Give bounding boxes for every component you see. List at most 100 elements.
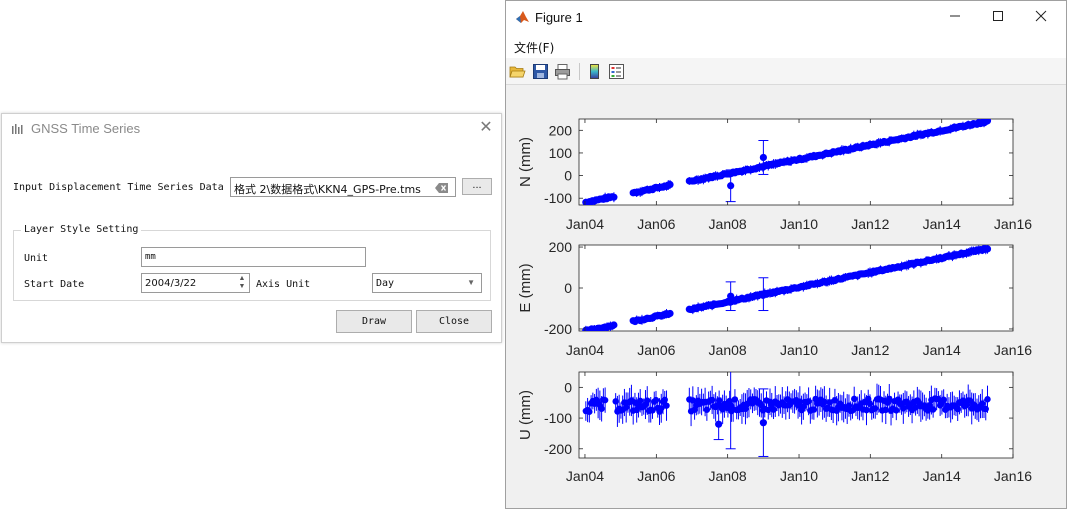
x-tick-label: Jan12 [851, 216, 889, 232]
y-tick-label: -100 [544, 190, 572, 206]
x-tick-label: Jan10 [780, 216, 818, 232]
file-path-text: 格式 2\数据格式\KKN4_GPS-Pre.tms [234, 183, 421, 196]
data-point [863, 406, 870, 414]
series-points [582, 245, 992, 331]
outlier-point [727, 182, 735, 190]
unit-input[interactable]: mm [141, 247, 366, 267]
figure-window: Figure 1 文件(F) [505, 0, 1067, 509]
input-data-label: Input Displacement Time Series Data [13, 182, 224, 193]
outlier-point [759, 153, 767, 162]
series-points [582, 119, 992, 205]
data-point [610, 193, 618, 201]
x-tick-label: Jan16 [994, 468, 1032, 484]
data-point [601, 396, 609, 404]
y-axis-label: E (mm) [517, 263, 534, 312]
outlier-point [759, 290, 767, 298]
matlab-icon [515, 10, 530, 29]
chart-app-icon [11, 122, 25, 140]
x-tick-label: Jan08 [709, 342, 747, 358]
open-folder-icon[interactable] [509, 63, 526, 80]
series-points [582, 372, 991, 457]
x-tick-label: Jan04 [566, 468, 604, 484]
colorbar-icon[interactable] [586, 63, 603, 80]
outlier-point [727, 402, 735, 410]
data-point [983, 245, 992, 253]
close-button[interactable]: Close [416, 310, 492, 333]
file-path-input[interactable]: 格式 2\数据格式\KKN4_GPS-Pre.tms [230, 177, 456, 197]
figure-toolbar [506, 58, 1066, 85]
y-axis-label: U (mm) [517, 390, 534, 440]
x-tick-label: Jan10 [780, 342, 818, 358]
spin-down-icon[interactable]: ▼ [238, 283, 246, 290]
close-icon[interactable] [1026, 6, 1056, 28]
x-tick-label: Jan16 [994, 216, 1032, 232]
gnss-time-series-dialog: GNSS Time Series ✕ Input Displacement Ti… [1, 113, 502, 343]
plot-axes-box [578, 371, 1014, 459]
browse-button[interactable]: ... [462, 178, 492, 195]
axis-unit-label: Axis Unit [256, 279, 311, 290]
data-point [666, 309, 674, 318]
subplot-0: Jan04 Jan06 Jan08 Jan10 Jan12 Jan14 Jan16 200 10… [517, 118, 1032, 232]
data-point [663, 402, 670, 409]
y-tick-label: 0 [564, 280, 572, 296]
subplot-2: Jan04 Jan06 Jan08 Jan10 Jan12 Jan14 Jan16 0 -100… [517, 371, 1032, 484]
y-tick-label: 100 [549, 145, 573, 161]
data-point [983, 119, 992, 125]
y-tick-label: 200 [549, 239, 573, 255]
print-icon[interactable] [554, 63, 571, 80]
dialog-title-bar[interactable]: GNSS Time Series ✕ [2, 114, 501, 144]
figure-title-bar[interactable]: Figure 1 [506, 1, 1066, 34]
unit-value: mm [145, 252, 156, 262]
figure-plot-area: Jan04 Jan06 Jan08 Jan10 Jan12 Jan14 Jan16 200 10… [517, 118, 1032, 484]
x-tick-label: Jan04 [566, 342, 604, 358]
outlier-point [727, 292, 735, 300]
x-tick-label: Jan10 [780, 468, 818, 484]
start-date-picker[interactable]: 2004/3/22 ▲ ▼ [141, 273, 250, 293]
y-tick-label: 0 [564, 168, 572, 184]
dropdown-arrow-icon: ▼ [467, 278, 475, 287]
figure-menubar: 文件(F) [506, 34, 1066, 58]
clear-icon[interactable] [435, 181, 449, 196]
draw-button[interactable]: Draw [336, 310, 412, 333]
x-tick-label: Jan08 [709, 468, 747, 484]
y-tick-label: 200 [549, 122, 573, 138]
x-tick-label: Jan12 [851, 342, 889, 358]
x-tick-label: Jan08 [709, 216, 747, 232]
x-tick-label: Jan14 [923, 468, 961, 484]
layer-style-group-title: Layer Style Setting [21, 224, 142, 235]
x-tick-label: Jan16 [994, 342, 1032, 358]
outlier-point [715, 420, 723, 428]
start-date-value: 2004/3/22 [145, 278, 197, 289]
unit-label: Unit [24, 253, 49, 264]
y-tick-label: 0 [564, 379, 572, 395]
dialog-title: GNSS Time Series [31, 121, 141, 136]
data-point [666, 180, 674, 189]
legend-icon[interactable] [608, 63, 625, 80]
outlier-point [759, 419, 767, 427]
save-icon[interactable] [532, 63, 549, 80]
data-point [984, 396, 991, 403]
start-date-label: Start Date [24, 279, 85, 290]
subplot-1: Jan04 Jan06 Jan08 Jan10 Jan12 Jan14 Jan16 200 0 -… [517, 239, 1032, 358]
x-tick-label: Jan04 [566, 216, 604, 232]
close-icon[interactable]: ✕ [479, 119, 493, 136]
data-point [610, 321, 618, 329]
y-tick-label: -200 [544, 321, 572, 337]
x-tick-label: Jan14 [923, 216, 961, 232]
layer-style-group [13, 230, 491, 301]
axis-unit-value: Day [376, 278, 395, 289]
x-tick-label: Jan06 [637, 468, 675, 484]
axis-unit-select[interactable]: Day ▼ [372, 273, 482, 293]
x-tick-label: Jan12 [851, 468, 889, 484]
y-tick-label: -200 [544, 441, 572, 457]
x-tick-label: Jan06 [637, 216, 675, 232]
spin-up-icon[interactable]: ▲ [238, 275, 246, 282]
figure-title: Figure 1 [535, 10, 583, 25]
menu-file[interactable]: 文件(F) [514, 41, 555, 55]
y-tick-label: -100 [544, 410, 572, 426]
minimize-icon[interactable] [940, 6, 970, 28]
x-tick-label: Jan14 [923, 342, 961, 358]
x-tick-label: Jan06 [637, 342, 675, 358]
y-axis-label: N (mm) [517, 137, 534, 187]
maximize-icon[interactable] [983, 6, 1013, 28]
